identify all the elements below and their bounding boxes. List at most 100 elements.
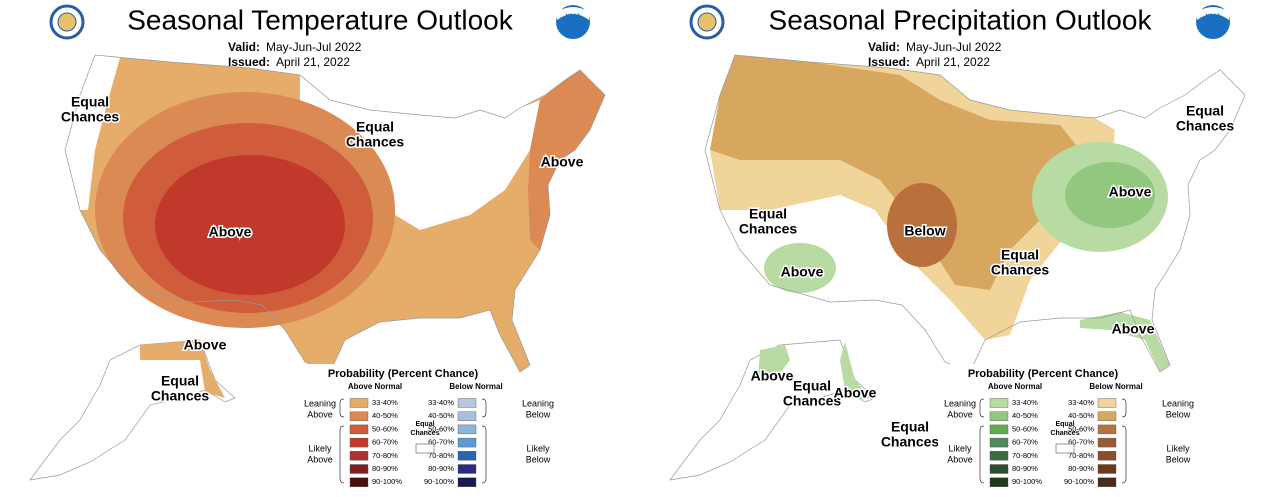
legend-swatch: [349, 437, 369, 448]
legend-group-label: Equal: [1055, 421, 1074, 428]
legend-swatch: [457, 451, 477, 461]
region-label: Equal: [1186, 103, 1224, 119]
legend-swatch: [457, 464, 477, 474]
issued-label: Issued:: [868, 55, 910, 69]
legend-row-label: 50-60%: [372, 424, 398, 433]
legend-group-label: Below: [1166, 409, 1191, 419]
legend-swatch: [989, 451, 1009, 461]
legend-swatch: [349, 424, 369, 435]
legend-row-label: 33-40%: [428, 398, 454, 407]
legend-row-label: 50-60%: [1012, 424, 1038, 433]
legend-brace: [481, 425, 487, 484]
legend-swatch: [457, 424, 477, 435]
legend-brace: [979, 398, 985, 418]
region-label: Equal: [161, 373, 199, 389]
region-label: Equal: [356, 119, 394, 135]
legend-row-label: 33-40%: [1012, 398, 1038, 407]
legend-group-label: Leaning: [1162, 398, 1194, 408]
noaa-logo-text: NOAA: [566, 13, 581, 19]
legend-group-label: Above: [307, 409, 333, 419]
legend-swatch: [1097, 424, 1117, 435]
legend-brace: [1121, 425, 1127, 484]
legend-row-label: 40-50%: [1012, 411, 1038, 420]
region-label: Above: [751, 368, 794, 384]
legend-group-label: Chances: [410, 430, 439, 437]
legend-title: Probability (Percent Chance): [968, 368, 1119, 380]
legend-group-label: Equal: [415, 421, 434, 428]
legend-title: Probability (Percent Chance): [328, 368, 479, 380]
legend-swatch: [349, 477, 369, 487]
legend-row-label: 50-60%: [428, 424, 454, 433]
legend-group-label: Above: [947, 409, 973, 419]
map-shape: [1080, 312, 1170, 372]
legend-below-header: Below Normal: [449, 382, 502, 391]
region-label: Equal: [71, 94, 109, 110]
legend-group-label: Below: [1166, 454, 1191, 464]
region-label: Chances: [739, 221, 798, 237]
legend-row-label: 40-50%: [428, 411, 454, 420]
map-shape: [704, 54, 1246, 373]
map-shape: [155, 155, 345, 295]
legend-row-label: 60-70%: [1068, 438, 1094, 447]
region-label: Above: [834, 385, 877, 401]
legend-swatch: [1097, 411, 1117, 421]
legend-row-label: 33-40%: [372, 398, 398, 407]
legend-row-label: 90-100%: [1064, 477, 1094, 486]
legend-swatch: [989, 398, 1009, 408]
legend-group-label: Likely: [1166, 443, 1190, 453]
legend-swatch: [457, 398, 477, 408]
valid-value: May-Jun-Jul 2022: [266, 40, 362, 54]
legend-row-label: 70-80%: [428, 451, 454, 460]
legend-above-header: Above Normal: [988, 382, 1042, 391]
legend-row-label: 90-100%: [372, 477, 402, 486]
valid-value: May-Jun-Jul 2022: [906, 40, 1002, 54]
map-shape: [710, 55, 1080, 290]
legend-swatch: [989, 477, 1009, 487]
legend-row-label: 90-100%: [424, 477, 454, 486]
legend-swatch: [349, 451, 369, 461]
issued-label: Issued:: [228, 55, 270, 69]
legend-swatch: [989, 424, 1009, 435]
legend-row-label: 40-50%: [372, 411, 398, 420]
region-label: Above: [1112, 321, 1155, 337]
region-label: Equal: [1001, 247, 1039, 263]
region-label: Chances: [1176, 118, 1235, 134]
legend-group-label: Leaning: [944, 398, 976, 408]
legend-group-label: Below: [526, 454, 551, 464]
legend-swatch: [457, 411, 477, 421]
region-label: Below: [904, 223, 945, 239]
legend-swatch: [1097, 437, 1117, 448]
legend-above-header: Above Normal: [348, 382, 402, 391]
region-label: Equal: [793, 378, 831, 394]
legend-row-label: 33-40%: [1068, 398, 1094, 407]
region-label: Above: [781, 264, 824, 280]
legend-row-label: 80-90%: [372, 464, 398, 473]
legend-row-label: 70-80%: [372, 451, 398, 460]
map-shape: [887, 183, 957, 267]
legend-row-label: 40-50%: [1068, 411, 1094, 420]
region-label: Chances: [61, 109, 120, 125]
legend-row-label: 60-70%: [428, 438, 454, 447]
region-label: Chances: [991, 262, 1050, 278]
region-label: Chances: [346, 134, 405, 150]
legend-swatch: [1097, 451, 1117, 461]
legend-brace: [481, 398, 487, 418]
legend-brace: [979, 425, 985, 484]
map-shape: [29, 339, 236, 481]
legend-swatch: [457, 437, 477, 448]
legend-swatch: [349, 398, 369, 408]
panel-title: Seasonal Temperature Outlook: [127, 4, 513, 35]
legend-brace: [1121, 398, 1127, 418]
legend-row-label: 80-90%: [1012, 464, 1038, 473]
legend-swatch: [1097, 477, 1117, 487]
legend-swatch: [989, 464, 1009, 474]
panel-title: Seasonal Precipitation Outlook: [769, 4, 1153, 35]
region-label: Chances: [783, 393, 842, 409]
legend-group-label: Likely: [308, 443, 332, 453]
noaa-logo-wave: [557, 7, 589, 20]
doc-logo-inner: [57, 12, 77, 32]
legend-group-label: Above: [947, 454, 973, 464]
map-shape: [840, 342, 870, 400]
region-label: Above: [541, 154, 584, 170]
